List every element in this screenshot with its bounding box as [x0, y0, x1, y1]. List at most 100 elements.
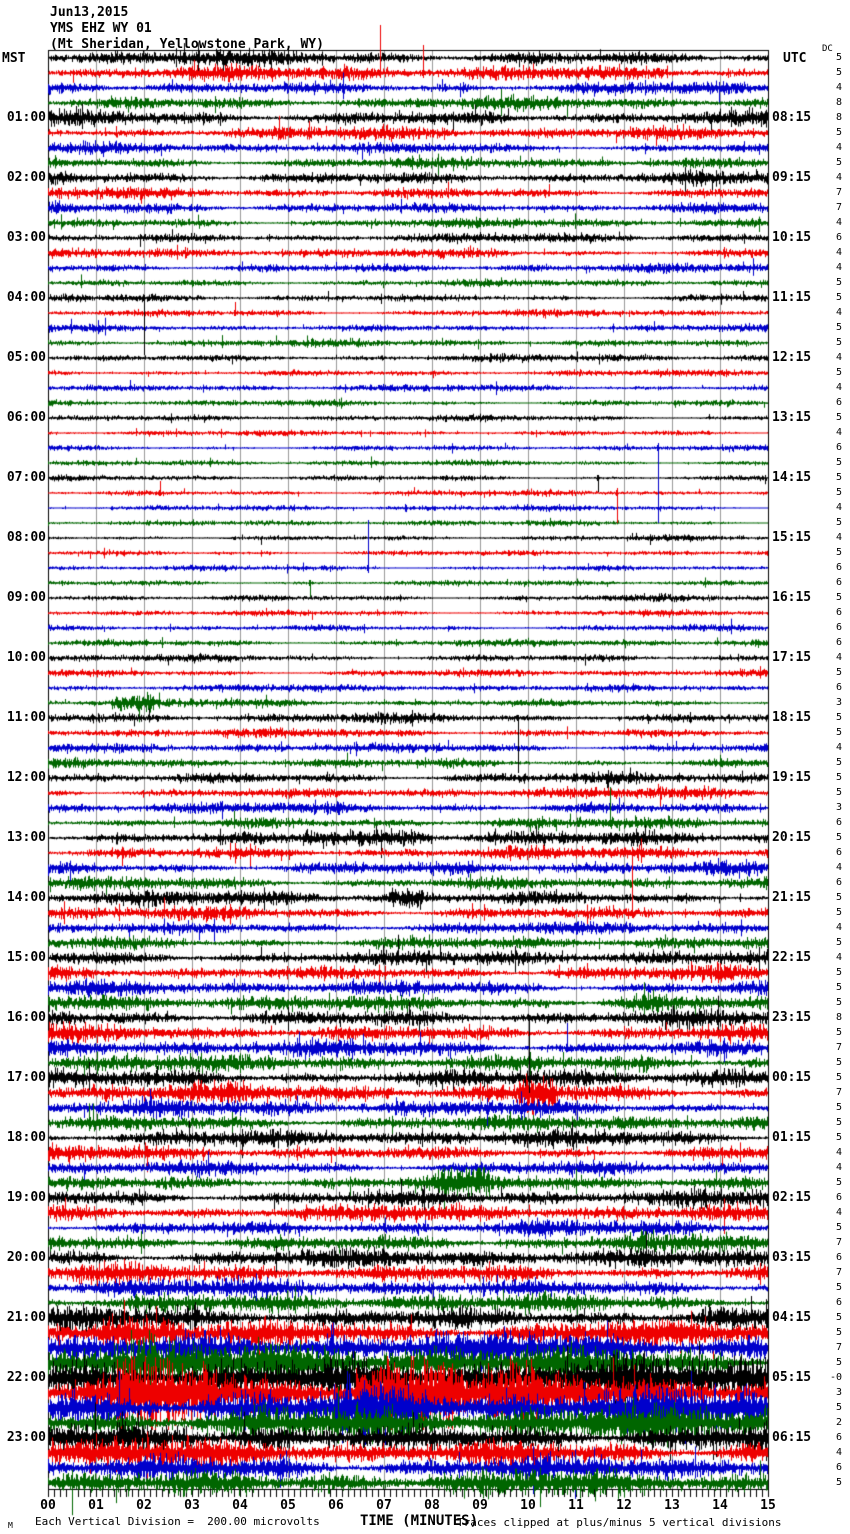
- hour-label-utc: 09:15: [772, 170, 812, 185]
- hour-label-utc: 08:15: [772, 110, 812, 125]
- hour-label-utc: 02:15: [772, 1190, 812, 1205]
- dc-gain-value: 4: [835, 532, 842, 543]
- dc-gain-value: -0: [829, 1372, 842, 1383]
- dc-gain-value: 4: [835, 262, 842, 273]
- hour-label-utc: 21:15: [772, 890, 812, 905]
- dc-gain-value: 5: [835, 712, 842, 723]
- dc-gain-value: 5: [835, 322, 842, 333]
- dc-gain-value: 5: [835, 907, 842, 918]
- hour-label-utc: 06:15: [772, 1430, 812, 1445]
- dc-label: DC: [822, 44, 833, 54]
- dc-gain-value: 4: [835, 502, 842, 513]
- hour-label-mst: 03:00: [6, 230, 46, 245]
- dc-gain-value: 2: [835, 1417, 842, 1428]
- hour-label-mst: 04:00: [6, 290, 46, 305]
- hour-label-mst: 20:00: [6, 1250, 46, 1265]
- dc-gain-value: 5: [835, 1357, 842, 1368]
- dc-gain-value: 5: [835, 1477, 842, 1488]
- dc-gain-value: 5: [835, 832, 842, 843]
- hour-label-mst: 15:00: [6, 950, 46, 965]
- hour-label-mst: 06:00: [6, 410, 46, 425]
- hour-label-mst: 08:00: [6, 530, 46, 545]
- dc-gain-value: 6: [835, 577, 842, 588]
- dc-gain-value: 5: [835, 472, 842, 483]
- dc-gain-value: 6: [835, 637, 842, 648]
- hour-label-utc: 13:15: [772, 410, 812, 425]
- dc-gain-value: 4: [835, 382, 842, 393]
- dc-gain-value: 5: [835, 967, 842, 978]
- dc-gain-value: 4: [835, 1162, 842, 1173]
- hour-label-utc: 11:15: [772, 290, 812, 305]
- dc-gain-value: 4: [835, 952, 842, 963]
- dc-gain-value: 5: [835, 667, 842, 678]
- minute-label: 08: [424, 1498, 440, 1513]
- hour-label-utc: 05:15: [772, 1370, 812, 1385]
- dc-gain-value: 6: [835, 1192, 842, 1203]
- hour-label-mst: 02:00: [6, 170, 46, 185]
- dc-gain-value: 6: [835, 1462, 842, 1473]
- dc-gain-value: 6: [835, 877, 842, 888]
- dc-gain-value: 5: [835, 457, 842, 468]
- dc-gain-value: 4: [835, 247, 842, 258]
- dc-gain-value: 4: [835, 427, 842, 438]
- dc-gain-value: 6: [835, 607, 842, 618]
- hour-label-mst: 13:00: [6, 830, 46, 845]
- dc-gain-value: 4: [835, 1147, 842, 1158]
- title-station: YMS EHZ WY 01: [50, 21, 152, 36]
- dc-gain-value: 5: [835, 592, 842, 603]
- minute-label: 05: [280, 1498, 296, 1513]
- dc-gain-value: 5: [835, 367, 842, 378]
- dc-gain-value: 6: [835, 232, 842, 243]
- hour-label-utc: 19:15: [772, 770, 812, 785]
- dc-gain-value: 6: [835, 397, 842, 408]
- dc-gain-value: 5: [835, 1222, 842, 1233]
- hour-label-mst: 23:00: [6, 1430, 46, 1445]
- dc-gain-value: 7: [835, 1087, 842, 1098]
- dc-gain-value: 5: [835, 517, 842, 528]
- dc-gain-value: 5: [835, 892, 842, 903]
- dc-gain-value: 5: [835, 277, 842, 288]
- dc-gain-value: 5: [835, 1282, 842, 1293]
- dc-gain-value: 7: [835, 187, 842, 198]
- vertical-division-note: Each Vertical Division = 200.00 microvol…: [35, 1515, 320, 1528]
- dc-gain-value: 6: [835, 1432, 842, 1443]
- dc-gain-value: 5: [835, 292, 842, 303]
- dc-gain-value: 5: [835, 487, 842, 498]
- hour-label-utc: 03:15: [772, 1250, 812, 1265]
- dc-gain-value: 4: [835, 742, 842, 753]
- dc-gain-value: 7: [835, 1042, 842, 1053]
- hour-label-utc: 20:15: [772, 830, 812, 845]
- hour-label-mst: 22:00: [6, 1370, 46, 1385]
- dc-gain-value: 4: [835, 172, 842, 183]
- dc-gain-value: 7: [835, 1237, 842, 1248]
- dc-gain-value: 5: [835, 1402, 842, 1413]
- dc-gain-value: 5: [835, 412, 842, 423]
- dc-gain-value: 7: [835, 1342, 842, 1353]
- hour-label-mst: 01:00: [6, 110, 46, 125]
- dc-gain-value: 5: [835, 727, 842, 738]
- dc-gain-value: 4: [835, 652, 842, 663]
- dc-gain-value: 5: [835, 757, 842, 768]
- hour-label-utc: 23:15: [772, 1010, 812, 1025]
- dc-gain-value: 6: [835, 442, 842, 453]
- hour-label-mst: 11:00: [6, 710, 46, 725]
- dc-gain-value: 5: [835, 787, 842, 798]
- dc-gain-value: 4: [835, 307, 842, 318]
- minute-label: 04: [232, 1498, 248, 1513]
- hour-label-utc: 14:15: [772, 470, 812, 485]
- dc-gain-value: 8: [835, 97, 842, 108]
- hour-label-mst: 17:00: [6, 1070, 46, 1085]
- hour-label-utc: 17:15: [772, 650, 812, 665]
- hour-label-mst: 05:00: [6, 350, 46, 365]
- dc-gain-value: 5: [835, 1327, 842, 1338]
- dc-gain-value: 4: [835, 352, 842, 363]
- dc-gain-value: 5: [835, 1072, 842, 1083]
- hour-label-utc: 22:15: [772, 950, 812, 965]
- dc-gain-value: 3: [835, 1387, 842, 1398]
- dc-gain-value: 6: [835, 562, 842, 573]
- dc-gain-value: 5: [835, 997, 842, 1008]
- dc-gain-value: 5: [835, 67, 842, 78]
- hour-label-mst: 12:00: [6, 770, 46, 785]
- dc-gain-value: 4: [835, 1207, 842, 1218]
